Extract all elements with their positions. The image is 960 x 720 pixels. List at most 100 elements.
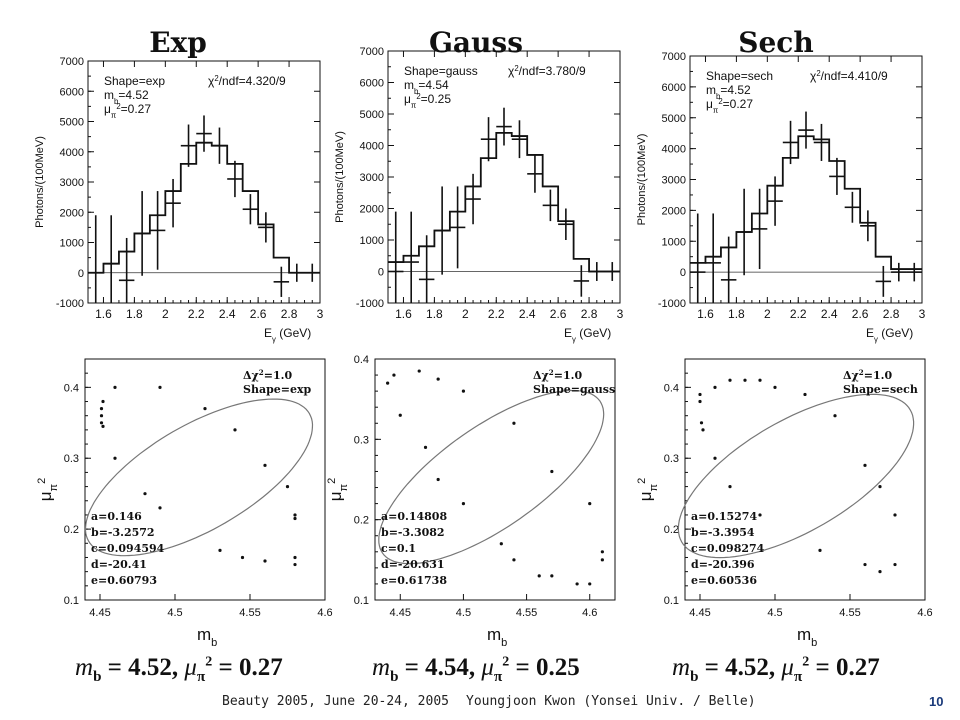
data-point — [751, 188, 768, 270]
data-point — [88, 215, 104, 303]
scan-point — [743, 378, 747, 382]
data-point — [844, 191, 861, 223]
scan-point — [698, 399, 702, 404]
annotation-shape: Shape=exp — [243, 383, 312, 396]
x-tick-label: 2.8 — [281, 307, 298, 321]
ellipse-param: b=-3.3082 — [381, 526, 445, 539]
scan-point — [263, 559, 267, 563]
scan-point — [293, 562, 297, 567]
data-point — [829, 157, 845, 195]
scan-point — [803, 392, 807, 397]
y-tick-label: 5000 — [60, 117, 84, 129]
data-point — [906, 262, 922, 282]
y-tick-label: 0.3 — [664, 453, 679, 465]
data-point — [511, 120, 528, 159]
ellipse-param: c=0.098274 — [691, 542, 765, 555]
ellipse-param: d=-20.631 — [381, 558, 445, 571]
x-tick-label: 4.45 — [390, 607, 411, 619]
plot-frame — [84, 358, 326, 601]
data-point — [118, 237, 135, 303]
footer-conference: Beauty 2005, June 20-24, 2005 — [222, 694, 449, 709]
x-tick-label: 2.6 — [250, 307, 267, 321]
scan-point — [575, 582, 579, 586]
scan-point — [818, 548, 822, 552]
scan-point — [417, 369, 421, 373]
scan-point — [240, 555, 245, 560]
scan-point — [158, 506, 162, 510]
scan-point — [386, 381, 390, 385]
data-point — [465, 173, 481, 225]
y-tick-label: 0.4 — [354, 354, 369, 366]
footer-author: Youngjoon Kwon (Yonsei Univ. / Belle) — [466, 694, 756, 709]
y-tick-label: 3000 — [60, 177, 84, 189]
data-point — [720, 236, 737, 303]
x-tick-label: 1.8 — [426, 307, 443, 321]
x-tick-label: 4.55 — [839, 607, 860, 619]
scan-point — [263, 463, 267, 467]
scan-point — [588, 502, 592, 506]
y-tick-label: 1000 — [60, 238, 84, 250]
y-tick-label: 4000 — [662, 144, 686, 156]
x-tick-label: 3 — [617, 307, 624, 321]
scan-point — [893, 562, 897, 567]
x-tick-label: 2.6 — [550, 307, 567, 321]
data-point — [705, 213, 721, 303]
y-tick-label: 2000 — [60, 207, 84, 219]
y-tick-label: 0.2 — [664, 524, 679, 536]
annotation-mb: mb=4.52 — [706, 83, 751, 101]
fit-histogram — [690, 135, 922, 270]
data-point — [604, 262, 620, 281]
scan-point — [701, 428, 705, 432]
data-point — [434, 186, 450, 275]
ellipse-param: c=0.1 — [381, 542, 416, 555]
scan-point — [293, 513, 297, 517]
scan-point — [588, 582, 592, 586]
y-tick-label: 5000 — [360, 109, 384, 121]
data-point — [527, 154, 543, 193]
y-tick-label: -1000 — [658, 298, 686, 310]
x-tick-label: 4.6 — [917, 607, 932, 619]
scan-point — [512, 421, 516, 425]
y-tick-label: 2000 — [360, 204, 384, 216]
data-point — [813, 123, 830, 161]
y-tick-label: 7000 — [662, 51, 686, 63]
y-tick-label: 0 — [378, 267, 384, 279]
x-axis-label: Eγ (GeV) — [866, 326, 913, 344]
scan-point — [728, 378, 732, 382]
title-gauss: Gauss — [429, 26, 523, 59]
scan-point — [878, 570, 882, 574]
histogram-exp: -1000 0 1000 2000 3000 4000 5000 6000 7000 1.6 1.8… — [34, 56, 324, 344]
data-point — [388, 211, 404, 303]
scan-point — [863, 562, 867, 567]
x-tick-label: 1.8 — [126, 307, 143, 321]
x-tick-label: 4.6 — [317, 607, 332, 619]
y-tick-label: 6000 — [60, 86, 84, 98]
x-tick-label: 4.5 — [767, 607, 782, 619]
ellipse-param: a=0.15274 — [691, 510, 757, 523]
x-axis-label: mb — [487, 625, 507, 649]
annotation-shape: Shape=gauss — [404, 64, 478, 78]
y-tick-label: 3000 — [662, 175, 686, 187]
x-tick-label: 2 — [764, 307, 771, 321]
x-tick-label: 1.8 — [728, 307, 745, 321]
scan-point — [713, 456, 717, 460]
scan-point — [713, 385, 717, 389]
x-tick-label: 2.4 — [219, 307, 236, 321]
y-tick-label: 0.3 — [354, 434, 369, 446]
scan-point — [499, 542, 503, 546]
ellipse-param: b=-3.3954 — [691, 526, 755, 539]
data-point — [149, 191, 166, 270]
annotation-mb: mb=4.52 — [104, 88, 149, 106]
scan-point — [600, 550, 604, 554]
y-tick-label: 5000 — [662, 113, 686, 125]
y-axis-label: Photons/(100MeV) — [636, 134, 648, 226]
scan-point — [758, 513, 762, 517]
y-tick-label: 0 — [680, 267, 686, 279]
y-tick-label: 4000 — [60, 147, 84, 159]
fit-histogram — [388, 132, 620, 273]
plot-frame — [374, 358, 616, 601]
data-point — [134, 191, 150, 276]
x-tick-label: 4.5 — [456, 607, 471, 619]
scan-point — [423, 445, 428, 449]
scan-point — [728, 484, 732, 489]
